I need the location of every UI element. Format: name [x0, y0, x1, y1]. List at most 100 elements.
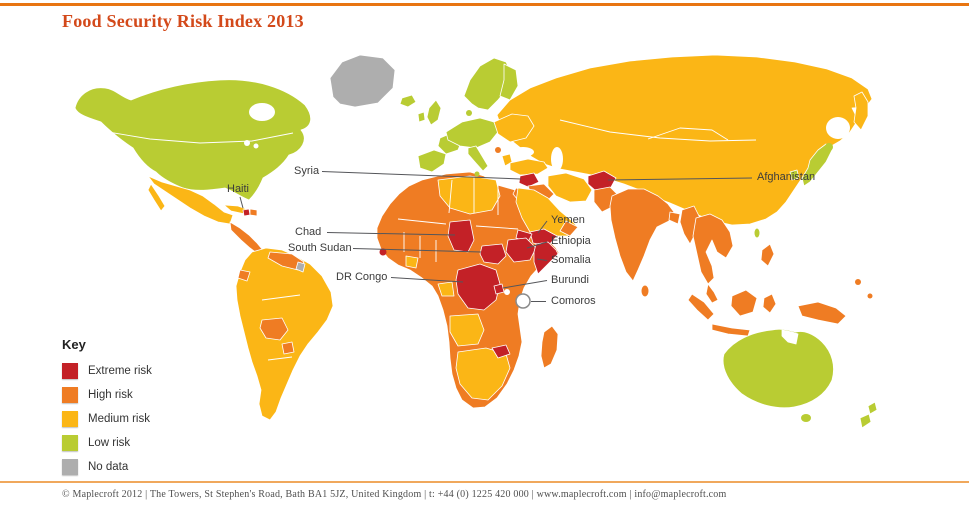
region-finland [499, 63, 519, 101]
region-japan [801, 143, 833, 187]
leader-yemen [537, 220, 548, 234]
legend-label: No data [88, 461, 129, 473]
region-south-korea [789, 169, 800, 181]
annotation-syria: Syria [294, 165, 320, 177]
annotation-afghanistan: Afghanistan [757, 171, 816, 183]
legend-label: Extreme risk [88, 365, 152, 377]
region-sulawesi [762, 293, 777, 314]
region-yemen [529, 228, 558, 247]
region-central-america [229, 221, 263, 255]
region-sicily [474, 171, 480, 177]
region-sierra-leone [379, 248, 387, 256]
region-new-zealand-north [867, 401, 878, 415]
extreme-risk-swatch [62, 363, 78, 379]
footer-rule [0, 481, 969, 483]
legend-item-medium: Medium risk [62, 411, 152, 427]
region-pacific-island-1 [855, 279, 861, 285]
region-south-sudan [479, 243, 507, 265]
region-borneo [730, 289, 758, 317]
annotation-haiti: Haiti [227, 183, 250, 195]
hudson-bay [249, 103, 275, 121]
leader-somalia [536, 258, 548, 261]
border-mongolia [647, 127, 729, 141]
region-sri-lanka [641, 285, 649, 297]
annotation-somalia: Somalia [551, 254, 591, 266]
middle-east-south-asia [509, 158, 681, 297]
legend-item-nodata: No data [62, 459, 152, 475]
medium-risk-swatch [62, 411, 78, 427]
leader-afghanistan [607, 177, 753, 181]
region-bolivia [259, 317, 289, 341]
legend-item-high: High risk [62, 387, 152, 403]
region-greenland [329, 54, 396, 108]
sea-of-okhotsk [826, 117, 850, 139]
region-eurasia [496, 54, 873, 226]
region-bangladesh [668, 211, 681, 225]
footer-text: © Maplecroft 2012 | The Towers, St Steph… [62, 489, 727, 500]
region-eastern-europe [493, 113, 535, 143]
east-asia-pacific [679, 143, 878, 429]
legend-label: Medium risk [88, 413, 150, 425]
region-malay-peninsula [705, 283, 719, 304]
region-java [711, 323, 751, 337]
annotation-comoros: Comoros [551, 295, 596, 307]
leader-haiti [239, 196, 244, 209]
annotation-burundi: Burundi [551, 274, 589, 286]
region-mexico [147, 175, 234, 225]
region-ghana [405, 255, 419, 269]
black-sea [512, 147, 534, 157]
leader-chad [326, 232, 456, 236]
region-french-guiana [295, 261, 306, 273]
legend-title: Key [62, 337, 86, 352]
region-ireland [417, 111, 426, 123]
leader-dr-congo [390, 277, 464, 283]
region-pacific-island-2 [867, 293, 873, 299]
annotation-ethiopia: Ethiopia [551, 235, 591, 247]
seas [244, 103, 850, 345]
border-sahel [397, 218, 519, 230]
region-north-america [74, 79, 311, 201]
region-sumatra [687, 293, 715, 321]
americas-details [223, 204, 306, 355]
border-south-america [261, 294, 301, 361]
leader-burundi [502, 280, 548, 289]
region-oman [559, 220, 579, 237]
region-india [609, 188, 675, 282]
region-uk [426, 99, 442, 126]
legend-item-low: Low risk [62, 435, 152, 451]
no-data-swatch [62, 459, 78, 475]
gulf-of-carpentaria [781, 329, 799, 345]
annotation-dr-congo: DR Congo [336, 271, 388, 283]
legend: Key Extreme risk High risk Medium risk L… [62, 337, 152, 483]
region-kamchatka [853, 91, 869, 131]
border-russia-south [559, 119, 757, 142]
region-ethiopia [505, 237, 537, 263]
region-indochina [692, 213, 734, 285]
region-central-europe [445, 117, 499, 149]
legend-item-extreme: Extreme risk [62, 363, 152, 379]
africa-details [379, 175, 559, 401]
legend-label: Low risk [88, 437, 131, 449]
region-ecuador [237, 269, 251, 282]
annotation-yemen: Yemen [551, 214, 585, 226]
region-burundi [493, 283, 505, 295]
legend-label: High risk [88, 389, 133, 401]
region-balkans [495, 147, 501, 153]
region-gabon [437, 281, 455, 297]
lake-victoria [504, 289, 510, 295]
caspian-sea [551, 147, 563, 171]
region-dominican-republic [249, 208, 258, 217]
region-australia [722, 328, 834, 409]
page-title: Food Security Risk Index 2013 [62, 11, 304, 31]
region-paraguay [281, 341, 295, 355]
border-us-canada [107, 131, 294, 144]
region-philippines [760, 243, 775, 267]
europe [399, 57, 535, 177]
region-italy [467, 145, 489, 172]
border-north-africa [448, 177, 499, 215]
region-new-zealand-south [859, 413, 872, 429]
callout-lines [239, 171, 753, 309]
